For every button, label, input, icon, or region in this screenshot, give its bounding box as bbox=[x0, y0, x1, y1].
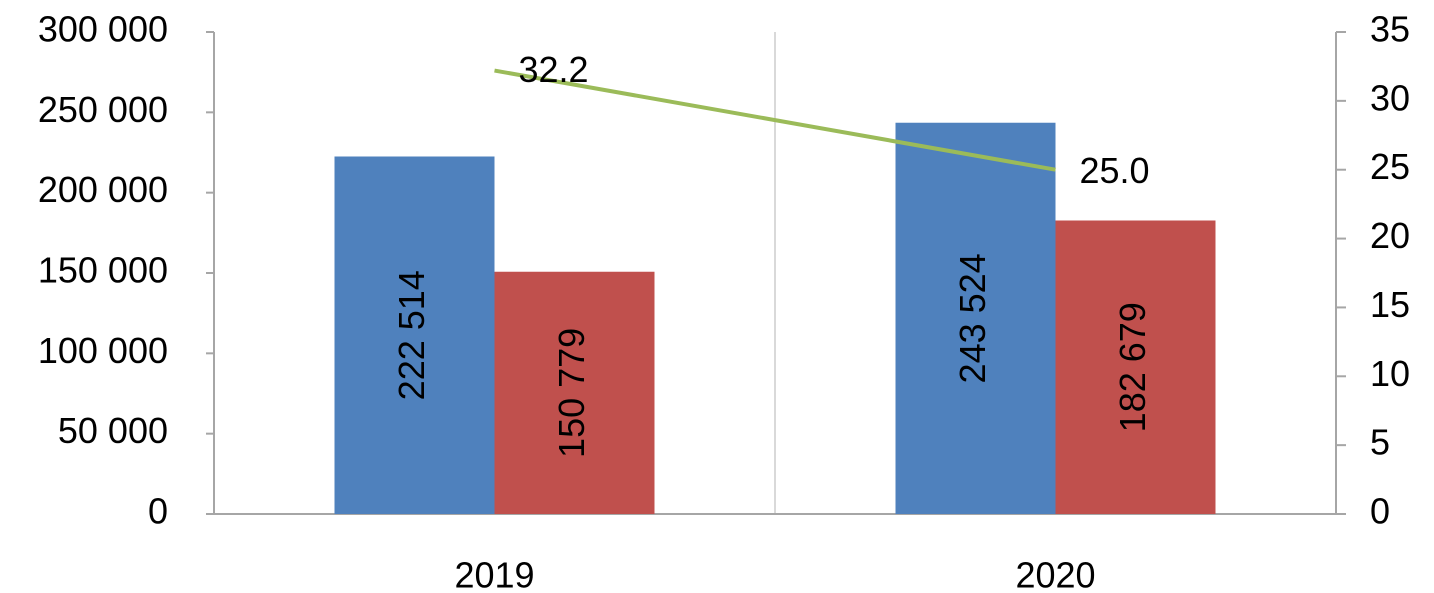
x-tick-label: 2019 bbox=[454, 555, 534, 593]
bar bbox=[895, 122, 1056, 515]
bar-value-label: 222 514 bbox=[391, 270, 432, 400]
y2-tick-label: 15 bbox=[1370, 284, 1410, 325]
y-tick-label: 150 000 bbox=[38, 250, 168, 291]
line-value-label: 25.0 bbox=[1080, 150, 1150, 191]
y2-tick-label: 35 bbox=[1370, 9, 1410, 50]
y-tick-label: 0 bbox=[148, 491, 168, 532]
y2-tick-label: 30 bbox=[1370, 77, 1410, 118]
line-value-label: 32.2 bbox=[519, 49, 589, 90]
bar bbox=[494, 271, 655, 514]
bar-value-label: 150 779 bbox=[551, 328, 592, 458]
line bbox=[494, 68, 1056, 172]
y2-tick-label: 20 bbox=[1370, 215, 1410, 256]
bar bbox=[334, 156, 495, 514]
y-tick-label: 200 000 bbox=[38, 169, 168, 210]
y2-tick-label: 0 bbox=[1370, 491, 1390, 532]
y-tick-label: 250 000 bbox=[38, 89, 168, 130]
y-tick-label: 50 000 bbox=[58, 410, 168, 451]
bar-value-label: 182 679 bbox=[1112, 302, 1153, 432]
y-tick-label: 100 000 bbox=[38, 330, 168, 371]
bar bbox=[1055, 220, 1216, 515]
y2-tick-label: 25 bbox=[1370, 146, 1410, 187]
y2-tick-label: 5 bbox=[1370, 422, 1390, 463]
bar-value-label: 243 524 bbox=[952, 253, 993, 383]
x-tick-label: 2020 bbox=[1015, 555, 1095, 593]
y-tick-label: 300 000 bbox=[38, 9, 168, 50]
y2-tick-label: 10 bbox=[1370, 353, 1410, 394]
